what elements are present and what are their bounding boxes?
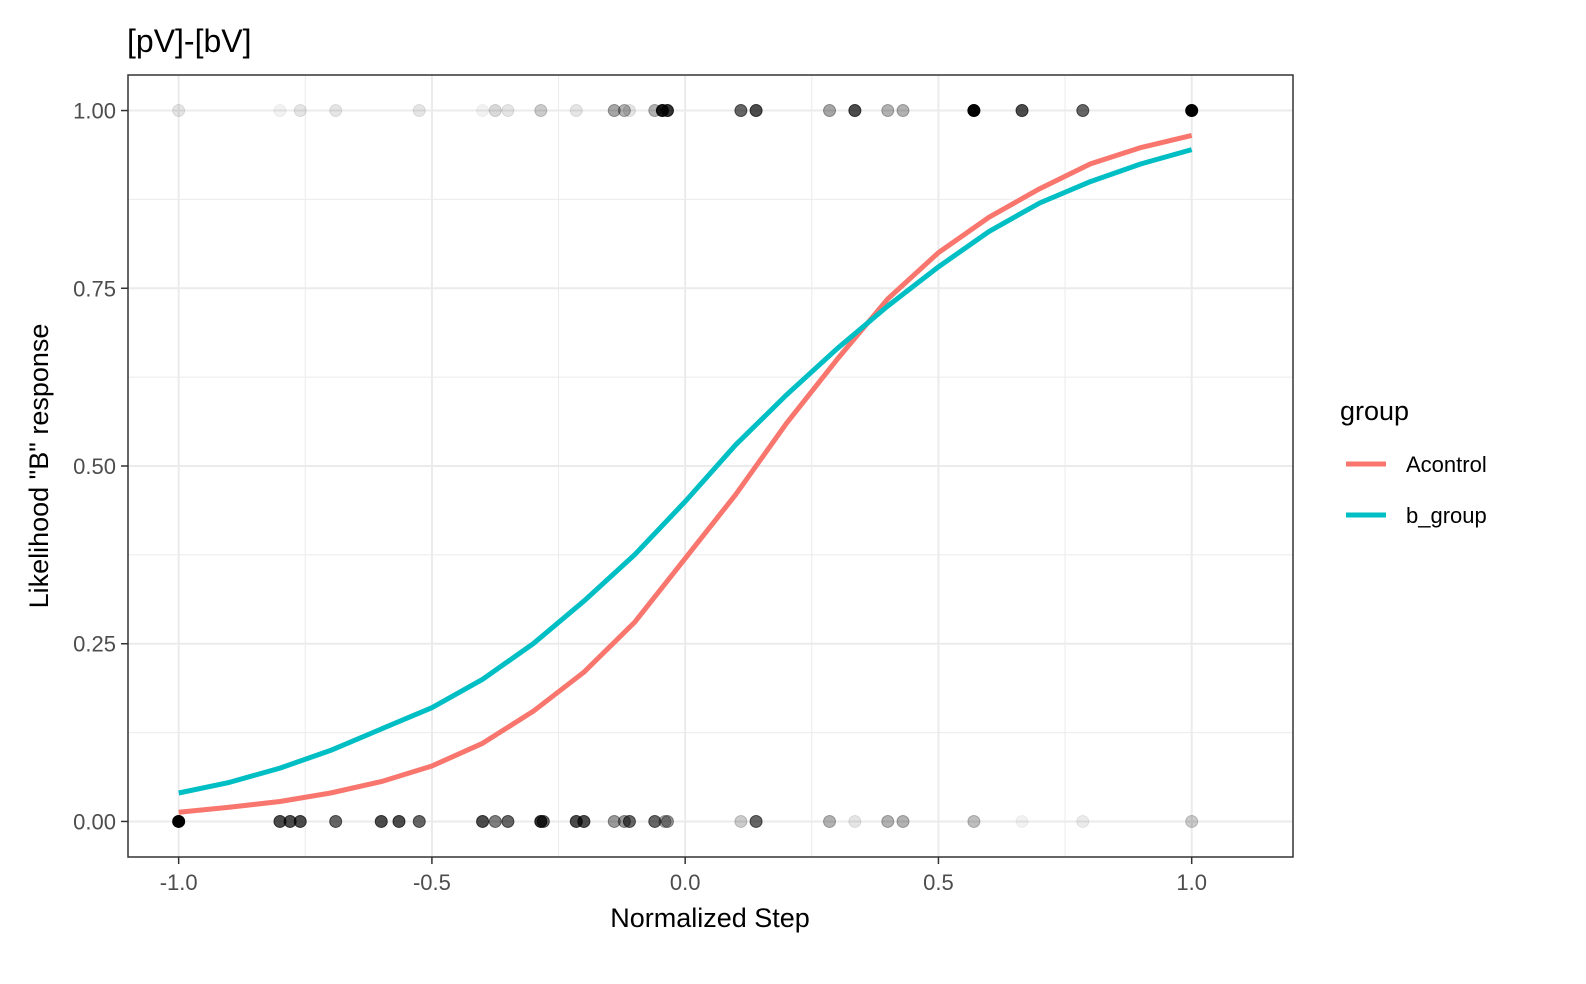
data-point — [476, 104, 490, 118]
data-point — [881, 104, 895, 118]
scatter-points — [172, 104, 1199, 828]
data-point — [488, 104, 502, 118]
y-tick-label: 0.25 — [73, 632, 116, 657]
grid-lines — [128, 75, 1293, 857]
data-point — [749, 814, 763, 828]
data-point — [1076, 104, 1090, 118]
series-line-b_group — [178, 147, 1193, 796]
data-point — [848, 104, 862, 118]
chart-title: [pV]-[bV] — [127, 23, 252, 59]
plot-panel — [127, 74, 1294, 858]
data-point — [293, 104, 307, 118]
data-point — [412, 814, 426, 828]
data-point — [501, 104, 515, 118]
data-point — [501, 814, 515, 828]
data-point — [622, 814, 636, 828]
data-point — [823, 104, 837, 118]
data-point — [329, 104, 343, 118]
data-point — [823, 814, 837, 828]
data-point — [534, 104, 548, 118]
data-point — [734, 104, 748, 118]
data-point — [172, 104, 186, 118]
x-tick-label: 0.0 — [670, 870, 701, 895]
data-point — [622, 104, 636, 118]
legend-label-Acontrol: Acontrol — [1406, 452, 1487, 477]
data-point — [881, 814, 895, 828]
data-point — [896, 814, 910, 828]
data-point — [1185, 814, 1199, 828]
data-point — [734, 814, 748, 828]
data-point — [412, 104, 426, 118]
y-tick-label: 0.00 — [73, 809, 116, 834]
data-point — [749, 104, 763, 118]
y-axis: 0.00 0.25 0.50 0.75 1.00 — [73, 99, 128, 834]
x-axis-title: Normalized Step — [610, 903, 810, 933]
data-point — [488, 814, 502, 828]
data-point — [848, 814, 862, 828]
data-point — [1015, 104, 1029, 118]
data-point — [329, 814, 343, 828]
data-point — [1185, 104, 1199, 118]
y-tick-label: 0.50 — [73, 454, 116, 479]
data-point — [660, 104, 674, 118]
data-point — [273, 104, 287, 118]
data-point — [607, 814, 621, 828]
y-tick-label: 0.75 — [73, 276, 116, 301]
data-point — [896, 104, 910, 118]
legend-label-b_group: b_group — [1406, 503, 1487, 528]
data-point — [607, 104, 621, 118]
data-point — [660, 814, 674, 828]
data-point — [172, 814, 186, 828]
data-point — [577, 814, 591, 828]
x-tick-label: -1.0 — [160, 870, 198, 895]
data-point — [658, 814, 672, 828]
data-point — [967, 814, 981, 828]
series-line-Acontrol — [178, 132, 1193, 815]
data-point — [617, 104, 631, 118]
series-lines — [178, 132, 1193, 815]
data-point — [1076, 814, 1090, 828]
x-tick-label: 1.0 — [1176, 870, 1207, 895]
data-point — [569, 104, 583, 118]
x-tick-label: -0.5 — [413, 870, 451, 895]
data-point — [374, 814, 388, 828]
data-point — [536, 814, 550, 828]
data-point — [293, 814, 307, 828]
y-axis-title: Likelihood "B" response — [24, 324, 54, 609]
legend: group Acontrol b_group — [1340, 396, 1487, 528]
data-point — [392, 814, 406, 828]
legend-title: group — [1340, 396, 1409, 426]
x-tick-label: 0.5 — [923, 870, 954, 895]
data-point — [476, 814, 490, 828]
data-point — [967, 104, 981, 118]
data-point — [1015, 814, 1029, 828]
x-axis: -1.0 -0.5 0.0 0.5 1.0 — [160, 857, 1207, 895]
data-point — [648, 814, 662, 828]
y-tick-label: 1.00 — [73, 99, 116, 124]
